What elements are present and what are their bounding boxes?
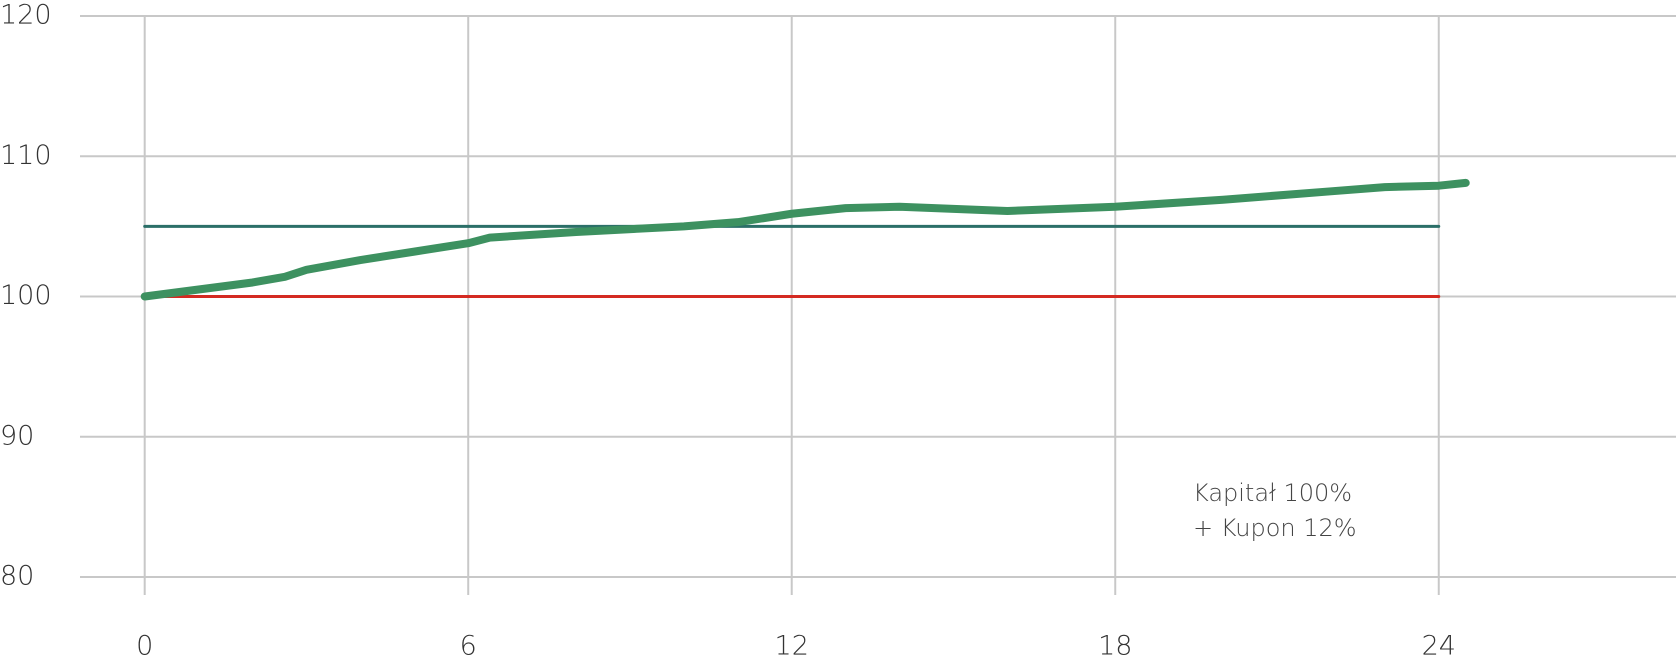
y-tick-label: 90 — [0, 420, 34, 451]
y-tick-label: 120 — [0, 0, 52, 31]
annotation: Kapitał 100% — [1193, 479, 1352, 507]
x-tick-label: 0 — [136, 631, 153, 659]
x-tick-label: 24 — [1422, 631, 1456, 659]
x-tick-label: 6 — [460, 631, 477, 659]
line — [140, 178, 1470, 301]
x-tick-label: 18 — [1098, 631, 1132, 659]
y-tick-label: 80 — [0, 561, 34, 592]
x-tick-label: 12 — [775, 631, 809, 659]
annotation: + Kupon 12% — [1193, 514, 1357, 542]
y-tick-label: 100 — [0, 280, 52, 311]
y-tick-label: 110 — [0, 140, 52, 171]
